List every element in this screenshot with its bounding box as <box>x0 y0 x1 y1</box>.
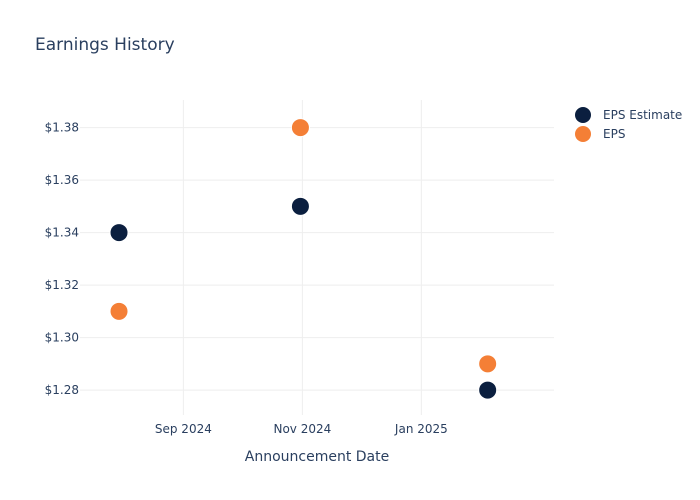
eps-estimate-point[interactable] <box>290 196 310 216</box>
legend-marker <box>575 126 591 142</box>
y-tick-label: $1.34 <box>45 226 79 240</box>
legend-label: EPS Estimate <box>603 108 682 122</box>
y-tick-label: $1.36 <box>45 173 79 187</box>
y-tick-label: $1.30 <box>45 331 79 345</box>
series-eps <box>109 118 498 374</box>
series-eps-estimate <box>109 196 498 400</box>
x-axis-ticks: Sep 2024 Nov 2024 Jan 2025 <box>155 422 448 436</box>
eps-estimate-point[interactable] <box>109 223 129 243</box>
eps-point[interactable] <box>109 301 129 321</box>
legend-marker <box>575 107 591 123</box>
legend-item-eps[interactable]: EPS <box>575 126 625 142</box>
x-tick-label: Nov 2024 <box>273 422 331 436</box>
eps-estimate-point[interactable] <box>478 380 498 400</box>
x-axis-title: Announcement Date <box>245 449 389 465</box>
legend-label: EPS <box>603 127 625 141</box>
x-tick-label: Sep 2024 <box>155 422 212 436</box>
grid-lines <box>80 100 554 415</box>
chart-title: Earnings History <box>35 35 175 55</box>
y-axis-ticks: $1.28 $1.30 $1.32 $1.34 $1.36 $1.38 <box>45 121 79 398</box>
data-points <box>109 118 498 400</box>
eps-point[interactable] <box>478 354 498 374</box>
y-tick-label: $1.28 <box>45 383 79 397</box>
x-tick-label: Jan 2025 <box>394 422 448 436</box>
y-tick-label: $1.32 <box>45 278 79 292</box>
legend[interactable]: EPS Estimate EPS <box>575 107 682 142</box>
legend-item-eps-estimate[interactable]: EPS Estimate <box>575 107 682 123</box>
eps-point[interactable] <box>290 118 310 138</box>
y-tick-label: $1.38 <box>45 121 79 135</box>
